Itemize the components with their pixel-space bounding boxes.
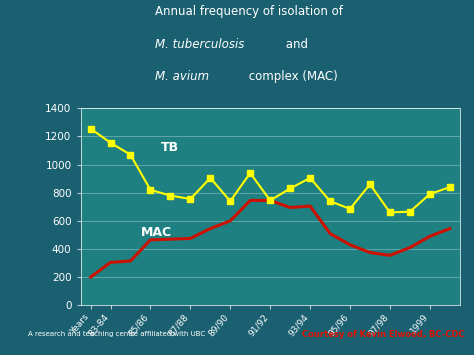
Text: complex (MAC): complex (MAC) bbox=[245, 70, 338, 83]
Text: A research and teaching centre affiliated with UBC: A research and teaching centre affiliate… bbox=[28, 331, 206, 337]
Text: M. tuberculosis: M. tuberculosis bbox=[155, 38, 245, 51]
Text: Annual frequency of isolation of: Annual frequency of isolation of bbox=[155, 5, 343, 18]
Text: and: and bbox=[282, 38, 308, 51]
Text: TB: TB bbox=[160, 141, 179, 154]
Text: Courtesy of Kevin Elwood, BC-CDC: Courtesy of Kevin Elwood, BC-CDC bbox=[302, 330, 465, 339]
Text: M. avium: M. avium bbox=[155, 70, 210, 83]
Text: MAC: MAC bbox=[140, 226, 172, 239]
